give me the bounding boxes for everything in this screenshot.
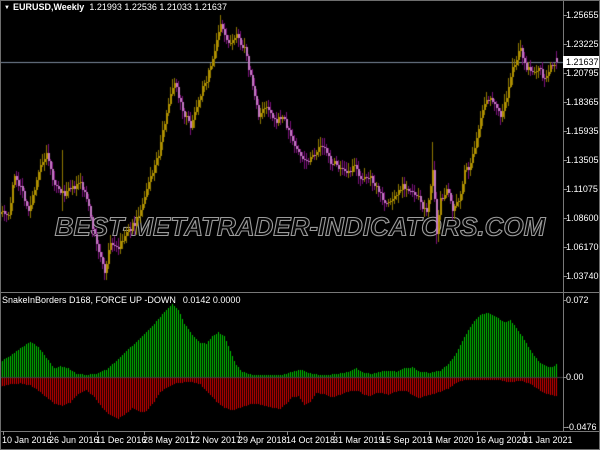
price-axis-label: 1.20795: [566, 68, 599, 78]
time-axis-label: 14 Oct 2018: [286, 435, 336, 445]
time-axis-label: 28 May 2017: [143, 435, 196, 445]
price-axis-label: 1.18365: [566, 97, 599, 107]
price-scale-border: [563, 0, 564, 431]
main-chart-canvas[interactable]: [0, 0, 563, 292]
time-axis-label: 10 Jan 2016: [2, 435, 52, 445]
time-axis-label: 31 Jan 2021: [523, 435, 573, 445]
time-axis-tick: [287, 431, 288, 435]
time-axis-tick: [50, 431, 51, 435]
time-axis-tick: [382, 431, 383, 435]
time-axis-label: 15 Sep 2019: [381, 435, 433, 445]
time-axis-label: 11 Dec 2016: [96, 435, 147, 445]
time-axis-label: 1 Mar 2020: [428, 435, 474, 445]
indicator-scale-label: -0.0476: [566, 422, 597, 432]
current-price-value: 1.21637: [566, 57, 599, 67]
time-axis-tick: [477, 431, 478, 435]
separator-main-indicator: [0, 292, 600, 293]
indicator-scale-tick: [563, 300, 567, 301]
price-axis-label: 1.06170: [566, 242, 599, 252]
price-axis-label: 1.25655: [566, 10, 599, 20]
indicator-scale-label: 0.072: [566, 295, 589, 305]
time-axis-label: 12 Nov 2017: [190, 435, 242, 445]
indicator-chart-canvas[interactable]: [0, 293, 563, 431]
price-axis-tick: [563, 218, 567, 219]
indicator-header: SnakeInBorders D168, FORCE UP -DOWN 0.014…: [2, 295, 240, 306]
time-axis-tick: [524, 431, 525, 435]
price-axis-tick: [563, 73, 567, 74]
price-axis-label: 1.23225: [566, 39, 599, 49]
time-axis-tick: [144, 431, 145, 435]
price-axis-tick: [563, 276, 567, 277]
chart-title-bar: ▼ EURUSD,Weekly 1.21993 1.22536 1.21033 1.…: [4, 2, 227, 15]
time-axis[interactable]: 10 Jan 2016 26 Jun 2016 11 Dec 2016 28 May …: [0, 432, 600, 450]
price-axis-label: 1.11075: [566, 184, 598, 194]
time-axis-tick: [334, 431, 335, 435]
price-axis-label: 1.08600: [566, 213, 599, 223]
price-axis-label: 1.15935: [566, 126, 599, 136]
price-axis-label: 1.03740: [566, 271, 599, 281]
price-axis-tick: [563, 44, 567, 45]
time-axis-tick: [239, 431, 240, 435]
indicator-scale-label: 0.00: [566, 372, 584, 382]
price-axis-tick: [563, 160, 567, 161]
separator-indicator-time: [0, 431, 600, 432]
price-axis-label: 1.13505: [566, 155, 599, 165]
indicator-scale-tick: [563, 427, 567, 428]
indicator-scale-tick: [563, 377, 567, 378]
current-price-box: 1.21637: [563, 56, 600, 68]
ohlc-values: 1.21993 1.22536 1.21033 1.21637: [89, 2, 227, 12]
time-axis-tick: [429, 431, 430, 435]
price-axis-tick: [563, 102, 567, 103]
price-axis-tick: [563, 131, 567, 132]
window-menu-icon[interactable]: ▼: [4, 5, 10, 11]
time-axis-label: 31 Mar 2019: [333, 435, 384, 445]
time-axis-label: 29 Apr 2018: [238, 435, 287, 445]
indicator-values: 0.0142 0.0000: [182, 295, 241, 305]
time-axis-tick: [191, 431, 192, 435]
symbol-period-label: EURUSD,Weekly: [12, 2, 85, 12]
time-axis-tick: [97, 431, 98, 435]
time-axis-label: 26 Jun 2016: [49, 435, 99, 445]
price-axis-tick: [563, 247, 567, 248]
time-axis-label: 16 Aug 2020: [476, 435, 527, 445]
price-axis-tick: [563, 15, 567, 16]
time-axis-tick: [3, 431, 4, 435]
indicator-title: SnakeInBorders D168, FORCE UP -DOWN: [2, 295, 176, 305]
price-axis-tick: [563, 189, 567, 190]
